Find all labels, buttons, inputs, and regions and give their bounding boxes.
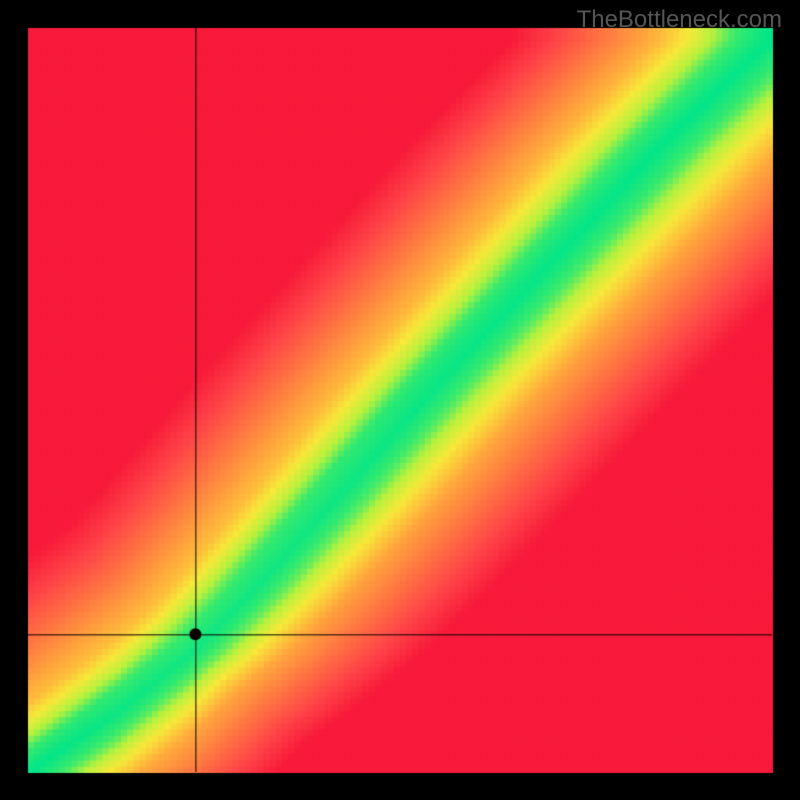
bottleneck-heatmap [0,0,800,800]
watermark-text: TheBottleneck.com [577,6,782,34]
